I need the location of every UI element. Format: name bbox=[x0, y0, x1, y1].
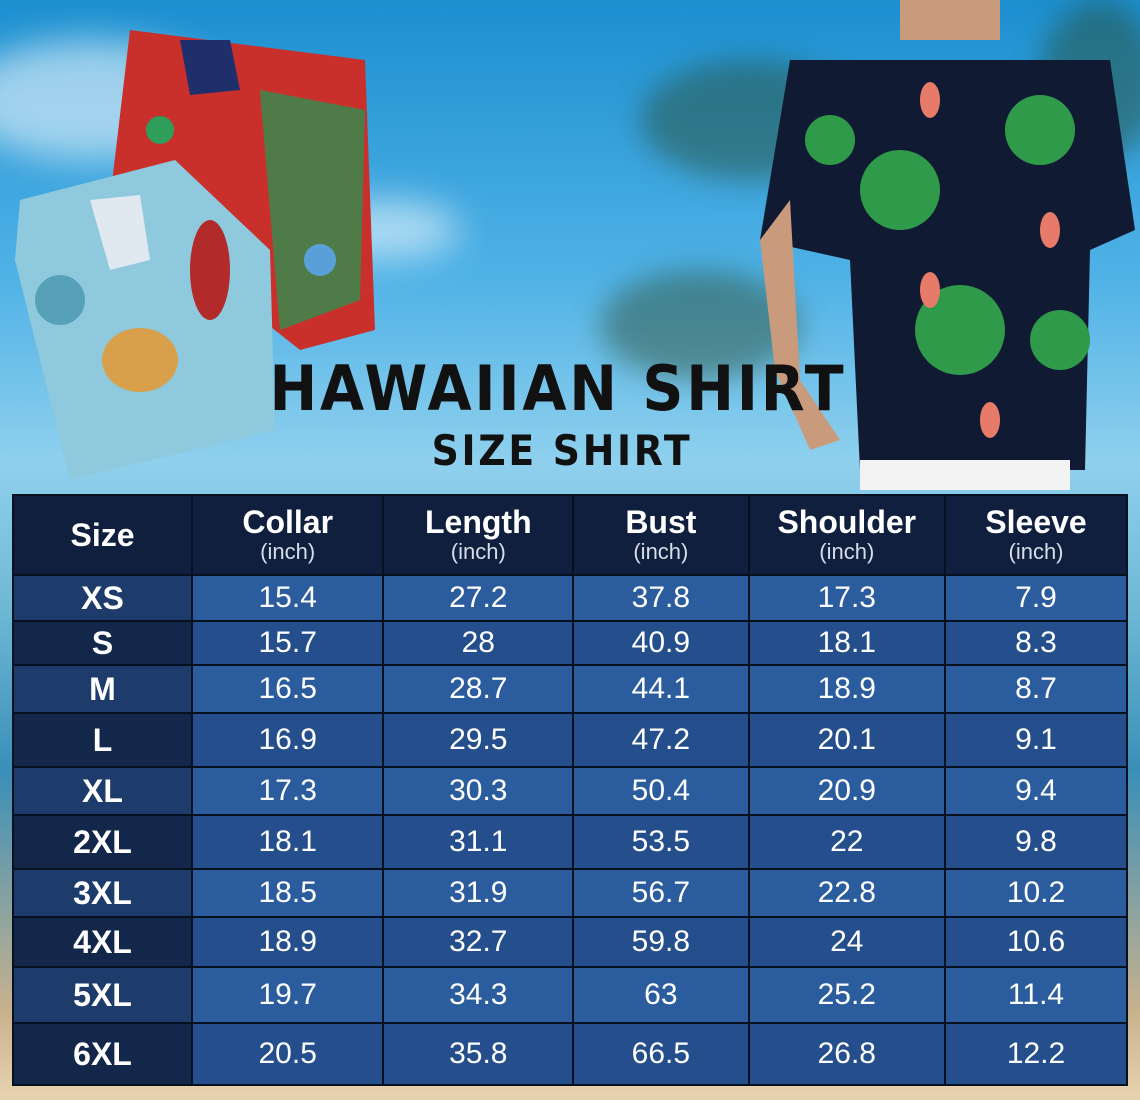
measurement-cell: 12.2 bbox=[944, 1022, 1128, 1086]
measurement-cell: 8.3 bbox=[944, 620, 1128, 666]
column-header-label: Sleeve bbox=[985, 504, 1087, 540]
size-label: 4XL bbox=[12, 916, 193, 968]
measurement-cell: 47.2 bbox=[572, 712, 750, 768]
size-label: 2XL bbox=[12, 814, 193, 870]
measurement-cell: 32.7 bbox=[382, 916, 575, 968]
measurement-cell: 9.4 bbox=[944, 766, 1128, 816]
measurement-cell: 26.8 bbox=[747, 1022, 947, 1086]
column-header-label: Shoulder bbox=[777, 504, 917, 540]
measurement-cell: 20.5 bbox=[190, 1022, 385, 1086]
column-header-collar: Collar (inch) bbox=[190, 494, 385, 576]
column-header-label: Length bbox=[424, 504, 532, 540]
measurement-cell: 7.9 bbox=[944, 574, 1128, 622]
size-label: XL bbox=[12, 766, 193, 816]
measurement-cell: 53.5 bbox=[572, 814, 750, 870]
measurement-cell: 59.8 bbox=[572, 916, 750, 968]
measurement-cell: 37.8 bbox=[572, 574, 750, 622]
measurement-cell: 18.9 bbox=[747, 664, 947, 714]
size-label: XS bbox=[12, 574, 193, 622]
model-wearing-flamingo-shirt-image bbox=[760, 0, 1135, 490]
measurement-cell: 63 bbox=[572, 966, 750, 1024]
measurement-cell: 15.7 bbox=[190, 620, 385, 666]
measurement-cell: 20.9 bbox=[747, 766, 947, 816]
table-row: XL 17.3 30.3 50.4 20.9 9.4 bbox=[12, 766, 1128, 816]
table-row: S 15.7 28 40.9 18.1 8.3 bbox=[12, 620, 1128, 666]
measurement-cell: 20.1 bbox=[747, 712, 947, 768]
measurement-cell: 44.1 bbox=[572, 664, 750, 714]
measurement-cell: 16.5 bbox=[190, 664, 385, 714]
measurement-cell: 22 bbox=[747, 814, 947, 870]
measurement-cell: 17.3 bbox=[747, 574, 947, 622]
column-header-label: Size bbox=[70, 517, 135, 553]
table-row: 3XL 18.5 31.9 56.7 22.8 10.2 bbox=[12, 868, 1128, 918]
measurement-cell: 29.5 bbox=[382, 712, 575, 768]
column-header-size: Size bbox=[12, 494, 193, 576]
measurement-cell: 9.8 bbox=[944, 814, 1128, 870]
page-title: HAWAIIAN SHIRT bbox=[269, 352, 847, 425]
column-header-shoulder: Shoulder (inch) bbox=[747, 494, 947, 576]
measurement-cell: 56.7 bbox=[572, 868, 750, 918]
measurement-cell: 19.7 bbox=[190, 966, 385, 1024]
size-label: S bbox=[12, 620, 193, 666]
column-unit: (inch) bbox=[260, 539, 316, 564]
column-header-bust: Bust (inch) bbox=[572, 494, 750, 576]
table-row: 5XL 19.7 34.3 63 25.2 11.4 bbox=[12, 966, 1128, 1024]
table-row: 6XL 20.5 35.8 66.5 26.8 12.2 bbox=[12, 1022, 1128, 1086]
table-row: 2XL 18.1 31.1 53.5 22 9.8 bbox=[12, 814, 1128, 870]
measurement-cell: 17.3 bbox=[190, 766, 385, 816]
measurement-cell: 10.2 bbox=[944, 868, 1128, 918]
size-label: 6XL bbox=[12, 1022, 193, 1086]
column-unit: (inch) bbox=[1008, 539, 1064, 564]
measurement-cell: 30.3 bbox=[382, 766, 575, 816]
table-row: XS 15.4 27.2 37.8 17.3 7.9 bbox=[12, 574, 1128, 622]
measurement-cell: 18.5 bbox=[190, 868, 385, 918]
measurement-cell: 18.1 bbox=[747, 620, 947, 666]
column-header-label: Collar bbox=[242, 504, 334, 540]
page-subtitle: SIZE SHIRT bbox=[431, 426, 693, 475]
measurement-cell: 25.2 bbox=[747, 966, 947, 1024]
folded-blue-shirt-image bbox=[15, 160, 275, 480]
measurement-cell: 18.9 bbox=[190, 916, 385, 968]
measurement-cell: 34.3 bbox=[382, 966, 575, 1024]
measurement-cell: 9.1 bbox=[944, 712, 1128, 768]
measurement-cell: 22.8 bbox=[747, 868, 947, 918]
measurement-cell: 35.8 bbox=[382, 1022, 575, 1086]
measurement-cell: 10.6 bbox=[944, 916, 1128, 968]
measurement-cell: 66.5 bbox=[572, 1022, 750, 1086]
table-row: L 16.9 29.5 47.2 20.1 9.1 bbox=[12, 712, 1128, 768]
measurement-cell: 11.4 bbox=[944, 966, 1128, 1024]
table-header-row: Size Collar (inch) Length (inch) Bust (inch) Sh… bbox=[12, 494, 1128, 576]
measurement-cell: 8.7 bbox=[944, 664, 1128, 714]
column-header-sleeve: Sleeve (inch) bbox=[944, 494, 1128, 576]
column-unit: (inch) bbox=[450, 539, 506, 564]
measurement-cell: 50.4 bbox=[572, 766, 750, 816]
measurement-cell: 16.9 bbox=[190, 712, 385, 768]
size-label: 5XL bbox=[12, 966, 193, 1024]
column-header-length: Length (inch) bbox=[382, 494, 575, 576]
measurement-cell: 28.7 bbox=[382, 664, 575, 714]
measurement-cell: 27.2 bbox=[382, 574, 575, 622]
size-label: 3XL bbox=[12, 868, 193, 918]
table-row: 4XL 18.9 32.7 59.8 24 10.6 bbox=[12, 916, 1128, 968]
column-unit: (inch) bbox=[819, 539, 875, 564]
measurement-cell: 18.1 bbox=[190, 814, 385, 870]
measurement-cell: 31.1 bbox=[382, 814, 575, 870]
column-unit: (inch) bbox=[633, 539, 689, 564]
measurement-cell: 24 bbox=[747, 916, 947, 968]
table-row: M 16.5 28.7 44.1 18.9 8.7 bbox=[12, 664, 1128, 714]
size-label: M bbox=[12, 664, 193, 714]
product-photos bbox=[15, 0, 1135, 490]
column-header-label: Bust bbox=[625, 504, 697, 540]
measurement-cell: 15.4 bbox=[190, 574, 385, 622]
folded-red-shirt-image bbox=[110, 30, 375, 350]
measurement-cell: 40.9 bbox=[572, 620, 750, 666]
measurement-cell: 28 bbox=[382, 620, 575, 666]
size-chart-table: Size Collar (inch) Length (inch) Bust (inch) Sh… bbox=[12, 494, 1128, 1086]
size-label: L bbox=[12, 712, 193, 768]
measurement-cell: 31.9 bbox=[382, 868, 575, 918]
